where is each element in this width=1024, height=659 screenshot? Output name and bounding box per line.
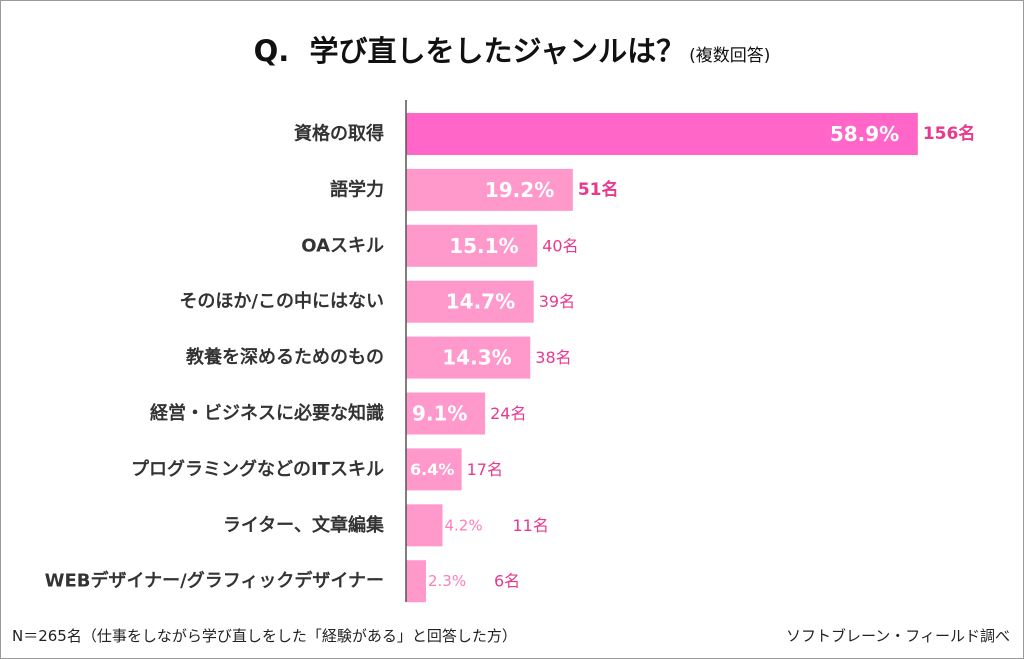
bar — [406, 224, 538, 267]
count-label: 24名 — [490, 404, 526, 423]
chart-question: Q. 学び直しをしたジャンルは？ — [253, 34, 686, 68]
bar — [406, 392, 486, 435]
category-label: WEBデザイナー/グラフィックデザイナー — [45, 570, 384, 592]
bars-group — [406, 113, 918, 603]
count-labels-group: 156名 51名 40名 39名 38名 24名 17名 11名 6名 — [467, 123, 976, 591]
bar — [406, 448, 462, 491]
category-label: 教養を深めるためのもの — [186, 346, 384, 368]
count-label: 39名 — [539, 292, 575, 311]
count-label: 6名 — [494, 572, 520, 591]
value-label: 14.3% — [442, 346, 511, 370]
value-labels-group: 58.9% 19.2% 15.1% 14.7% 14.3% 9.1% 6.4% 4.2% 2.3… — [410, 122, 899, 590]
count-label: 40名 — [542, 236, 578, 255]
bar — [406, 280, 534, 323]
footer-source: ソフトブレーン・フィールド調べ — [786, 627, 1010, 645]
chart-title: Q. 学び直しをしたジャンルは？ (複数回答) — [0, 28, 1024, 70]
value-label: 2.3% — [428, 572, 466, 590]
count-label: 17名 — [467, 460, 503, 479]
bar — [406, 504, 443, 547]
bar — [406, 560, 426, 603]
count-label: 11名 — [512, 516, 548, 535]
category-label: プログラミングなどのITスキル — [131, 458, 384, 480]
count-label: 51名 — [578, 179, 619, 200]
value-label: 9.1% — [412, 402, 467, 426]
value-label: 4.2% — [444, 516, 482, 534]
category-label: 資格の取得 — [294, 123, 384, 145]
value-label: 14.7% — [446, 290, 515, 314]
category-label: 語学力 — [330, 178, 384, 200]
value-label: 15.1% — [449, 234, 518, 258]
category-label: 経営・ビジネスに必要な知識 — [150, 402, 384, 424]
value-label: 19.2% — [485, 178, 554, 202]
category-label: ライター、文章編集 — [223, 514, 385, 536]
category-label: OAスキル — [301, 235, 384, 256]
bar — [406, 336, 531, 379]
category-label: そのほか/この中にはない — [179, 290, 384, 312]
count-label: 156名 — [923, 123, 976, 144]
value-label: 6.4% — [410, 460, 454, 479]
bar — [406, 113, 918, 155]
chart-note: (複数回答) — [689, 46, 771, 66]
value-label: 58.9% — [830, 122, 899, 146]
bar — [406, 168, 573, 211]
footer-note: N＝265名（仕事をしながら学び直しをした「経験がある」と回答した方） — [12, 627, 517, 645]
count-label: 38名 — [535, 348, 571, 367]
